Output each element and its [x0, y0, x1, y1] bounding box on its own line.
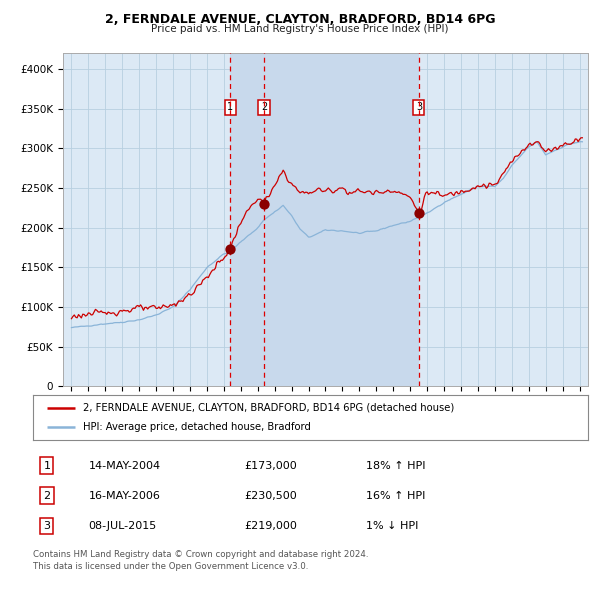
Text: £173,000: £173,000: [244, 461, 296, 470]
Text: 16% ↑ HPI: 16% ↑ HPI: [366, 491, 425, 500]
Text: 1: 1: [227, 102, 233, 112]
Text: 18% ↑ HPI: 18% ↑ HPI: [366, 461, 425, 470]
Text: Price paid vs. HM Land Registry's House Price Index (HPI): Price paid vs. HM Land Registry's House …: [151, 24, 449, 34]
Text: 2, FERNDALE AVENUE, CLAYTON, BRADFORD, BD14 6PG (detached house): 2, FERNDALE AVENUE, CLAYTON, BRADFORD, B…: [83, 403, 454, 412]
Text: 1: 1: [43, 461, 50, 470]
Text: 2: 2: [43, 491, 50, 500]
Text: £230,500: £230,500: [244, 491, 296, 500]
Text: 2, FERNDALE AVENUE, CLAYTON, BRADFORD, BD14 6PG: 2, FERNDALE AVENUE, CLAYTON, BRADFORD, B…: [105, 12, 495, 26]
Text: 3: 3: [43, 521, 50, 530]
Text: HPI: Average price, detached house, Bradford: HPI: Average price, detached house, Brad…: [83, 422, 311, 432]
Text: 08-JUL-2015: 08-JUL-2015: [89, 521, 157, 530]
Text: 14-MAY-2004: 14-MAY-2004: [89, 461, 161, 470]
Point: [414, 208, 424, 217]
Text: £219,000: £219,000: [244, 521, 297, 530]
Text: 1% ↓ HPI: 1% ↓ HPI: [366, 521, 418, 530]
Text: Contains HM Land Registry data © Crown copyright and database right 2024.
This d: Contains HM Land Registry data © Crown c…: [33, 550, 368, 571]
Text: 16-MAY-2006: 16-MAY-2006: [89, 491, 160, 500]
Bar: [230, 53, 264, 386]
Text: 3: 3: [416, 102, 422, 112]
Point: [226, 244, 235, 254]
Text: 2: 2: [261, 102, 267, 112]
Bar: [264, 53, 419, 386]
Point: [259, 199, 269, 208]
